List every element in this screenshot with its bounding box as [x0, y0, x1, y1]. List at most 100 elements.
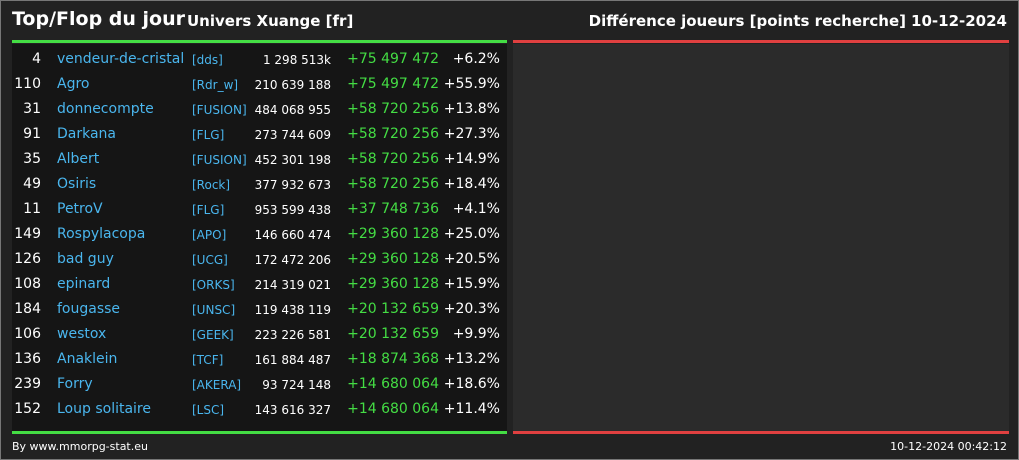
percent-change: +20.5%: [443, 251, 500, 267]
top-panel-footer-bar: [12, 431, 507, 434]
player-name-link[interactable]: Loup solitaire: [57, 401, 151, 417]
player-name-link[interactable]: Rospylacopa: [57, 226, 146, 242]
player-rank: 239: [14, 376, 41, 392]
table-row: 110 Agro [Rdr_w] 210 639 188 +75 497 472 +55.…: [12, 73, 507, 98]
player-points: 146 660 474: [254, 228, 331, 242]
player-name-link[interactable]: Anaklein: [57, 351, 118, 367]
percent-change: +13.2%: [443, 351, 500, 367]
points-difference: +37 748 736: [347, 201, 439, 217]
alliance-tag-link[interactable]: [LSC]: [192, 403, 225, 417]
universe-label[interactable]: Univers Xuange [fr]: [187, 12, 354, 30]
table-row: 149 Rospylacopa [APO] 146 660 474 +29 360 12…: [12, 223, 507, 248]
percent-change: +14.9%: [443, 151, 500, 167]
table-row: 49 Osiris [Rock] 377 932 673 +58 720 256 +18.…: [12, 173, 507, 198]
alliance-tag-link[interactable]: [FUSION]: [192, 153, 247, 167]
player-name-link[interactable]: Forry: [57, 376, 93, 392]
points-difference: +14 680 064: [347, 401, 439, 417]
player-rank: 152: [14, 401, 41, 417]
metric-label: Différence joueurs [points recherche]: [588, 12, 906, 30]
percent-change: +13.8%: [443, 101, 500, 117]
table-row: 31 donnecompte [FUSION] 484 068 955 +58 720 …: [12, 98, 507, 123]
player-rank: 126: [14, 251, 41, 267]
points-difference: +29 360 128: [347, 251, 439, 267]
player-name-link[interactable]: Agro: [57, 76, 90, 92]
table-row: 106 westox [GEEK] 223 226 581 +20 132 659 +9.…: [12, 323, 507, 348]
table-row: 184 fougasse [UNSC] 119 438 119 +20 132 659 +…: [12, 298, 507, 323]
date-label: 10-12-2024: [911, 12, 1007, 30]
flop-panel-header-bar: [513, 40, 1009, 43]
table-row: 35 Albert [FUSION] 452 301 198 +58 720 256 +1…: [12, 148, 507, 173]
player-name-link[interactable]: bad guy: [57, 251, 114, 267]
alliance-tag-link[interactable]: [FUSION]: [192, 103, 247, 117]
percent-change: +20.3%: [443, 301, 500, 317]
alliance-tag-link[interactable]: [Rdr_w]: [192, 78, 239, 92]
points-difference: +75 497 472: [347, 51, 439, 67]
alliance-tag-link[interactable]: [UCG]: [192, 253, 228, 267]
player-name-link[interactable]: Darkana: [57, 126, 117, 142]
player-rank: 35: [23, 151, 41, 167]
widget-title: Top/Flop du jour: [12, 8, 185, 30]
alliance-tag-link[interactable]: [TCF]: [192, 353, 224, 367]
player-points: 93 724 148: [262, 378, 331, 392]
top-panel-header-bar: [12, 40, 507, 43]
player-rank: 110: [14, 76, 41, 92]
points-difference: +29 360 128: [347, 276, 439, 292]
alliance-tag-link[interactable]: [ORKS]: [192, 278, 235, 292]
player-points: 172 472 206: [254, 253, 331, 267]
player-name-link[interactable]: Albert: [57, 151, 100, 167]
percent-change: +9.9%: [452, 326, 500, 342]
player-rank: 149: [14, 226, 41, 242]
table-row: 136 Anaklein [TCF] 161 884 487 +18 874 368 +1…: [12, 348, 507, 373]
points-difference: +18 874 368: [347, 351, 439, 367]
alliance-tag-link[interactable]: [APO]: [192, 228, 227, 242]
alliance-tag-link[interactable]: [AKERA]: [192, 378, 242, 392]
player-name-link[interactable]: vendeur-de-cristal: [57, 51, 185, 67]
player-rank: 31: [23, 101, 41, 117]
player-points: 210 639 188: [254, 78, 331, 92]
player-points: 223 226 581: [254, 328, 331, 342]
player-rank: 106: [14, 326, 41, 342]
player-points: 143 616 327: [254, 403, 331, 417]
alliance-tag-link[interactable]: [FLG]: [192, 203, 225, 217]
top-players-panel: 4 vendeur-de-cristal [dds] 1 298 513k +75 49…: [12, 44, 507, 431]
player-points: 1 298 513k: [262, 53, 331, 67]
percent-change: +18.4%: [443, 176, 500, 192]
alliance-tag-link[interactable]: [GEEK]: [192, 328, 234, 342]
generated-timestamp: 10-12-2024 00:42:12: [890, 440, 1007, 453]
player-name-link[interactable]: PetroV: [57, 201, 103, 217]
percent-change: +55.9%: [443, 76, 500, 92]
player-rank: 11: [23, 201, 41, 217]
points-difference: +75 497 472: [347, 76, 439, 92]
player-rank: 136: [14, 351, 41, 367]
alliance-tag-link[interactable]: [UNSC]: [192, 303, 236, 317]
table-row: 11 PetroV [FLG] 953 599 438 +37 748 736 +4.1%: [12, 198, 507, 223]
points-difference: +20 132 659: [347, 301, 439, 317]
player-points: 214 319 021: [254, 278, 331, 292]
player-points: 452 301 198: [254, 153, 331, 167]
alliance-tag-link[interactable]: [FLG]: [192, 128, 225, 142]
player-rank: 49: [23, 176, 41, 192]
points-difference: +14 680 064: [347, 376, 439, 392]
points-difference: +58 720 256: [347, 151, 439, 167]
player-rank: 108: [14, 276, 41, 292]
table-row: 108 epinard [ORKS] 214 319 021 +29 360 128 +1…: [12, 273, 507, 298]
percent-change: +15.9%: [443, 276, 500, 292]
table-row: 126 bad guy [UCG] 172 472 206 +29 360 128 +20…: [12, 248, 507, 273]
points-difference: +58 720 256: [347, 101, 439, 117]
player-name-link[interactable]: fougasse: [57, 301, 121, 317]
alliance-tag-link[interactable]: [dds]: [192, 53, 223, 67]
player-name-link[interactable]: westox: [57, 326, 107, 342]
player-name-link[interactable]: donnecompte: [57, 101, 154, 117]
points-difference: +29 360 128: [347, 226, 439, 242]
player-points: 953 599 438: [254, 203, 331, 217]
player-points: 377 932 673: [254, 178, 331, 192]
points-difference: +20 132 659: [347, 326, 439, 342]
alliance-tag-link[interactable]: [Rock]: [192, 178, 231, 192]
points-difference: +58 720 256: [347, 126, 439, 142]
percent-change: +18.6%: [443, 376, 500, 392]
player-name-link[interactable]: epinard: [57, 276, 111, 292]
player-name-link[interactable]: Osiris: [57, 176, 97, 192]
site-credit[interactable]: By www.mmorpg-stat.eu: [12, 440, 148, 453]
points-difference: +58 720 256: [347, 176, 439, 192]
